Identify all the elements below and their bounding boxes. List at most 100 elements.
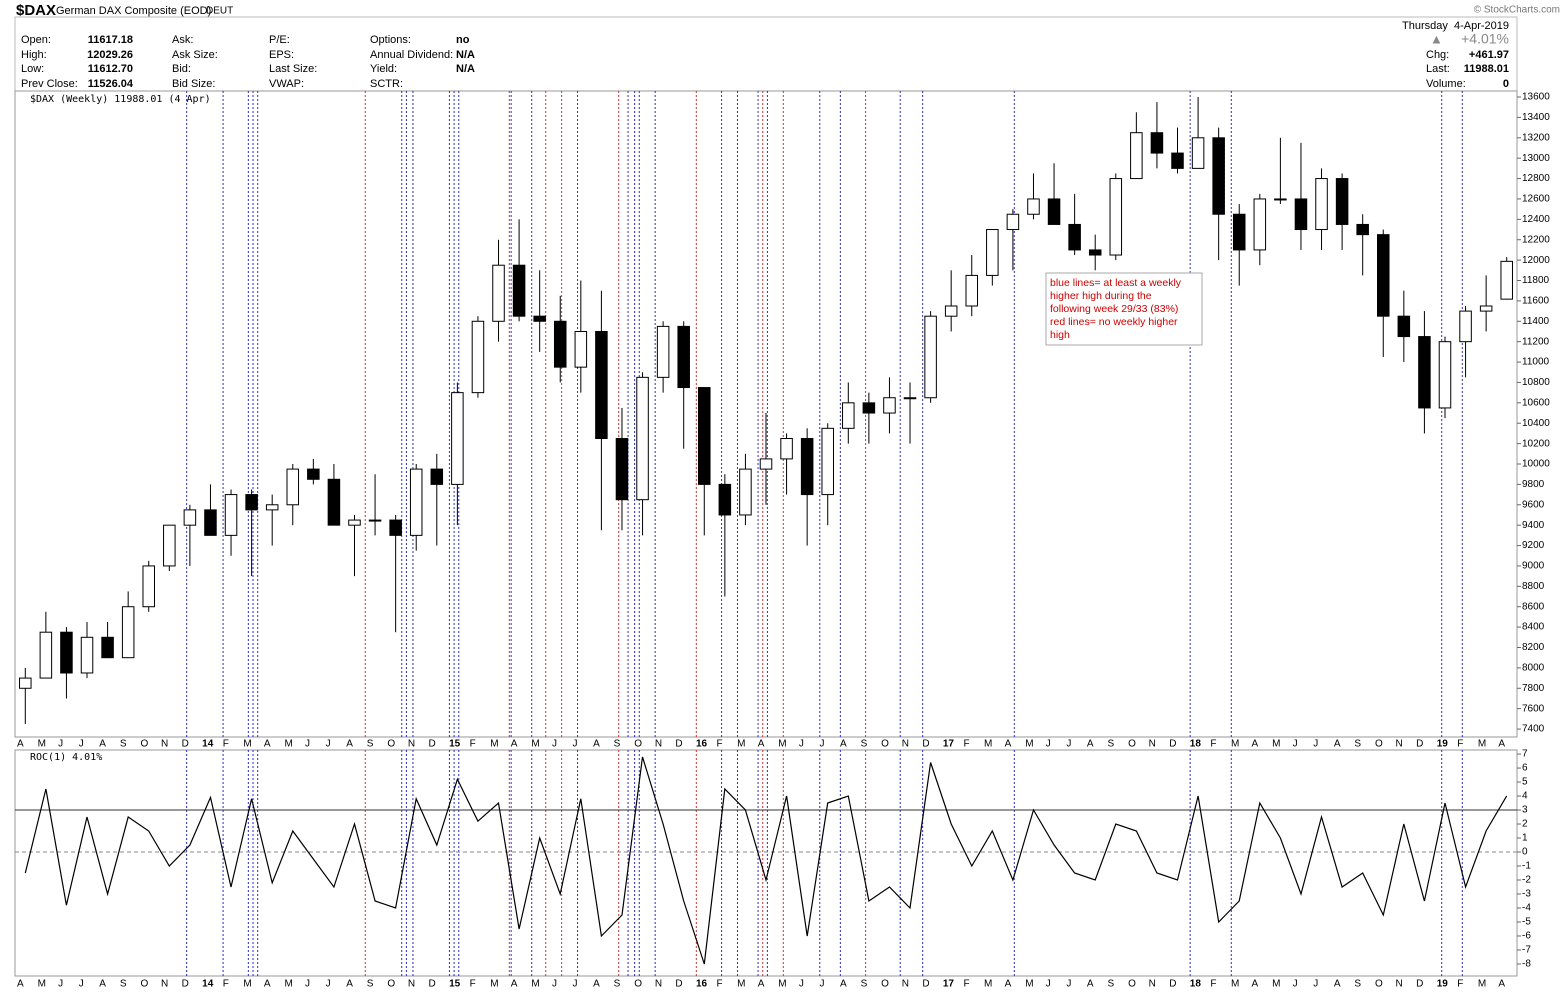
candle-body	[1459, 310, 1472, 343]
quote-label: Options:	[370, 34, 411, 46]
x-tick-label: N	[1149, 979, 1156, 990]
x-tick-label: 15	[449, 979, 461, 990]
price-legend: $DAX (Weekly) 11988.01 (4 Apr)	[30, 94, 211, 105]
security-name: German DAX Composite (EOD)	[56, 5, 211, 17]
quote-label: Ask:	[172, 34, 193, 46]
x-tick-label: J	[79, 739, 84, 750]
annotation-box	[1045, 272, 1203, 346]
x-tick-label: M	[531, 739, 539, 750]
y-tick-label: 5	[1522, 777, 1528, 788]
x-tick-label: A	[1334, 739, 1341, 750]
header-box	[14, 16, 1518, 92]
x-tick-label: S	[861, 739, 868, 750]
y-tick-label: 7800	[1522, 683, 1545, 694]
x-tick-label: N	[655, 739, 662, 750]
x-tick-label: F	[470, 979, 476, 990]
quote-label: Annual Dividend:	[370, 49, 453, 61]
x-tick-label: A	[1005, 979, 1012, 990]
annotation-text: high	[1050, 329, 1070, 341]
x-tick-label: 18	[1190, 739, 1202, 750]
x-tick-label: J	[1293, 739, 1298, 750]
quote-value: 11617.18	[88, 34, 133, 46]
x-tick-label: O	[140, 739, 148, 750]
y-tick-label: 8800	[1522, 581, 1545, 592]
x-tick-label: D	[1416, 739, 1423, 750]
y-tick-label: 11600	[1522, 296, 1550, 307]
candle-body	[389, 519, 402, 536]
quote-value: no	[456, 34, 470, 46]
quote-label: SCTR:	[370, 78, 403, 90]
quote-label: Bid Size:	[172, 78, 215, 90]
x-tick-label: A	[1087, 979, 1094, 990]
stat-value: 0	[1503, 78, 1509, 90]
candle-body	[739, 468, 752, 516]
x-tick-label: J	[799, 979, 804, 990]
y-tick-label: 9200	[1522, 540, 1545, 551]
x-tick-label: A	[1005, 739, 1012, 750]
x-tick-label: J	[79, 979, 84, 990]
x-tick-label: A	[264, 979, 271, 990]
quote-label: High:	[21, 49, 47, 61]
candle-body	[80, 636, 94, 674]
x-tick-label: D	[182, 979, 189, 990]
candle-body	[368, 519, 382, 522]
candle-body	[307, 468, 320, 480]
x-tick-label: O	[881, 739, 889, 750]
candle-body	[759, 458, 773, 470]
x-tick-label: D	[922, 739, 929, 750]
candle-body	[1150, 132, 1164, 154]
candle-body	[163, 524, 176, 567]
x-tick-label: A	[840, 739, 847, 750]
x-tick-label: M	[1478, 739, 1486, 750]
candle-body	[965, 274, 979, 307]
x-tick-label: O	[387, 739, 395, 750]
y-tick-label: 10200	[1522, 438, 1550, 449]
y-tick-label: 10000	[1522, 459, 1550, 470]
x-tick-label: J	[58, 739, 63, 750]
candle-body	[1274, 198, 1287, 201]
x-tick-label: O	[1375, 979, 1383, 990]
candle-body	[698, 387, 711, 485]
x-tick-label: A	[1334, 979, 1341, 990]
x-tick-label: N	[1396, 979, 1403, 990]
x-tick-label: D	[922, 979, 929, 990]
candle-body	[245, 494, 258, 511]
change-arrow: ▲	[1430, 31, 1443, 46]
candle-body	[1047, 198, 1061, 225]
candle-body	[1171, 152, 1184, 169]
x-tick-label: M	[1478, 979, 1486, 990]
y-tick-label: -3	[1522, 889, 1531, 900]
change-percent: +4.01%	[1461, 31, 1509, 47]
x-tick-label: J	[1066, 739, 1071, 750]
x-tick-label: M	[243, 979, 251, 990]
candle-body	[1109, 178, 1123, 256]
x-tick-label: N	[161, 979, 168, 990]
stat-label: Chg:	[1426, 49, 1449, 61]
candle-body	[986, 229, 999, 276]
x-tick-label: M	[38, 739, 46, 750]
x-tick-label: A	[840, 979, 847, 990]
candle-body	[121, 606, 135, 659]
candle-body	[19, 677, 32, 689]
x-tick-label: N	[408, 979, 415, 990]
x-tick-label: S	[120, 979, 127, 990]
x-tick-label: A	[17, 739, 24, 750]
quote-label: Prev Close:	[21, 78, 78, 90]
x-tick-label: J	[305, 979, 310, 990]
x-tick-label: S	[1107, 979, 1114, 990]
x-tick-label: M	[984, 979, 992, 990]
quote-label: VWAP:	[269, 78, 304, 90]
y-tick-label: 13000	[1522, 153, 1550, 164]
x-tick-label: N	[1149, 739, 1156, 750]
x-tick-label: M	[737, 979, 745, 990]
x-tick-label: S	[367, 739, 374, 750]
candle-body	[1232, 213, 1246, 251]
x-tick-label: N	[1396, 739, 1403, 750]
candle-body	[1006, 213, 1020, 231]
candle-body	[1294, 198, 1308, 231]
x-tick-label: J	[819, 979, 824, 990]
candle-body	[903, 397, 917, 400]
quote-label: EPS:	[269, 49, 294, 61]
candle-body	[595, 330, 608, 440]
x-tick-label: J	[552, 979, 557, 990]
